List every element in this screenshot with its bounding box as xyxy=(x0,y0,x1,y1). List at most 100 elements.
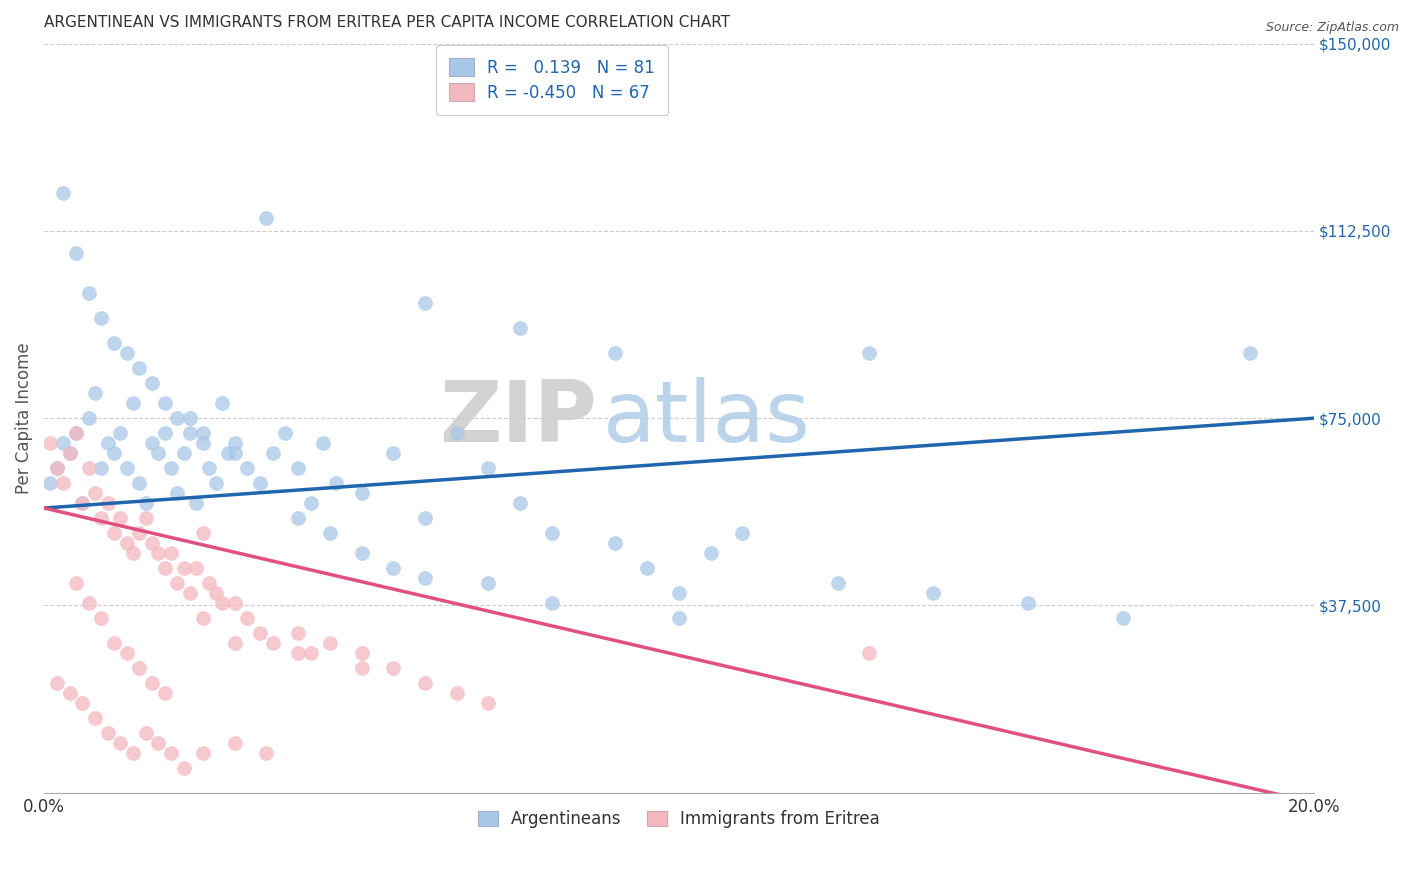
Point xyxy=(52,436,75,450)
Point xyxy=(605,536,627,550)
Point xyxy=(103,336,125,351)
Point xyxy=(160,461,183,475)
Point xyxy=(636,561,658,575)
Point xyxy=(148,446,170,460)
Point xyxy=(249,625,271,640)
Legend: Argentineans, Immigrants from Eritrea: Argentineans, Immigrants from Eritrea xyxy=(470,802,889,837)
Point xyxy=(413,296,436,310)
Point xyxy=(77,596,100,610)
Point xyxy=(446,426,468,441)
Text: atlas: atlas xyxy=(603,376,811,459)
Point xyxy=(509,321,531,335)
Point xyxy=(148,736,170,750)
Point xyxy=(186,496,208,510)
Point xyxy=(97,725,120,739)
Point xyxy=(153,426,176,441)
Point xyxy=(287,646,309,660)
Point xyxy=(58,686,80,700)
Point xyxy=(198,461,221,475)
Point xyxy=(224,436,246,450)
Point xyxy=(45,461,67,475)
Point xyxy=(921,586,943,600)
Text: ARGENTINEAN VS IMMIGRANTS FROM ERITREA PER CAPITA INCOME CORRELATION CHART: ARGENTINEAN VS IMMIGRANTS FROM ERITREA P… xyxy=(44,15,730,30)
Point xyxy=(141,675,163,690)
Point xyxy=(446,686,468,700)
Point xyxy=(224,446,246,460)
Point xyxy=(160,746,183,760)
Point xyxy=(668,611,690,625)
Point xyxy=(110,426,132,441)
Point xyxy=(90,511,112,525)
Point xyxy=(382,561,405,575)
Point xyxy=(191,426,214,441)
Point xyxy=(58,446,80,460)
Point xyxy=(110,736,132,750)
Point xyxy=(128,661,150,675)
Point xyxy=(179,426,201,441)
Point xyxy=(254,746,277,760)
Point xyxy=(141,376,163,391)
Point xyxy=(141,436,163,450)
Point xyxy=(141,536,163,550)
Point xyxy=(65,426,87,441)
Point xyxy=(224,736,246,750)
Point xyxy=(350,661,373,675)
Point xyxy=(382,661,405,675)
Text: ZIP: ZIP xyxy=(439,376,596,459)
Point xyxy=(103,446,125,460)
Point xyxy=(128,476,150,491)
Point xyxy=(350,546,373,560)
Point xyxy=(45,675,67,690)
Point xyxy=(173,761,195,775)
Point xyxy=(236,611,259,625)
Point xyxy=(236,461,259,475)
Text: Source: ZipAtlas.com: Source: ZipAtlas.com xyxy=(1265,21,1399,34)
Point xyxy=(103,526,125,541)
Point xyxy=(153,396,176,410)
Point xyxy=(83,486,105,500)
Point xyxy=(70,496,93,510)
Point xyxy=(122,746,145,760)
Point xyxy=(1112,611,1135,625)
Point xyxy=(97,496,120,510)
Point xyxy=(224,636,246,650)
Point xyxy=(319,526,342,541)
Point xyxy=(122,396,145,410)
Point xyxy=(153,561,176,575)
Point xyxy=(173,561,195,575)
Point xyxy=(135,511,157,525)
Point xyxy=(90,611,112,625)
Point xyxy=(287,625,309,640)
Point xyxy=(1239,346,1261,360)
Point xyxy=(166,411,188,425)
Point xyxy=(135,725,157,739)
Point xyxy=(115,646,138,660)
Point xyxy=(204,476,226,491)
Point xyxy=(858,346,880,360)
Point xyxy=(325,476,347,491)
Point xyxy=(191,436,214,450)
Point xyxy=(477,576,499,591)
Point xyxy=(668,586,690,600)
Point xyxy=(153,686,176,700)
Point xyxy=(287,511,309,525)
Point xyxy=(254,211,277,226)
Point xyxy=(122,546,145,560)
Point xyxy=(115,461,138,475)
Point xyxy=(413,571,436,585)
Point xyxy=(224,596,246,610)
Point xyxy=(477,461,499,475)
Point xyxy=(319,636,342,650)
Point xyxy=(186,561,208,575)
Point xyxy=(83,711,105,725)
Point xyxy=(699,546,721,560)
Point xyxy=(541,526,564,541)
Point xyxy=(382,446,405,460)
Point xyxy=(413,511,436,525)
Point xyxy=(97,436,120,450)
Point xyxy=(413,675,436,690)
Point xyxy=(179,411,201,425)
Point xyxy=(191,611,214,625)
Point xyxy=(52,186,75,201)
Point xyxy=(731,526,754,541)
